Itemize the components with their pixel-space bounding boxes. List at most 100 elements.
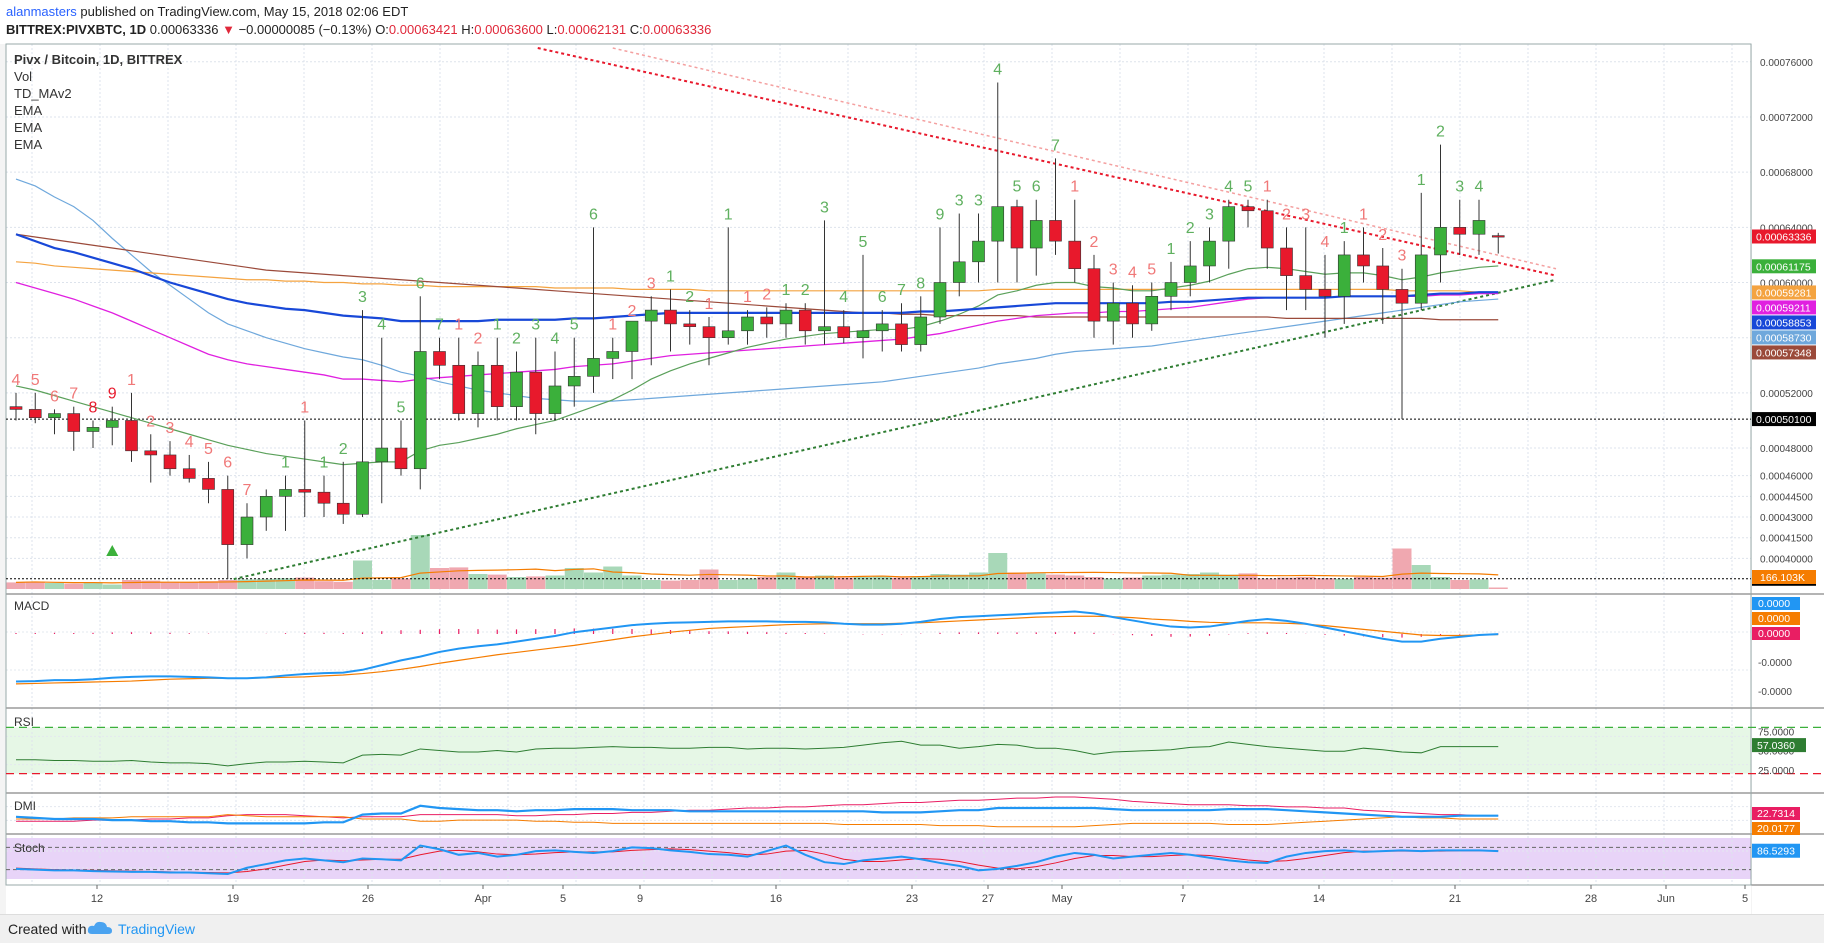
- rsi-tick-label: 75.0000: [1758, 727, 1795, 738]
- price-marker-label: 0.00058730: [1756, 332, 1812, 344]
- volume-bar: [757, 577, 777, 589]
- candle-body: [1280, 247, 1293, 276]
- candle-body: [625, 320, 639, 352]
- candle-body: [452, 364, 466, 414]
- ema-orange-line: [15, 261, 1499, 293]
- price-marker: [1752, 300, 1816, 315]
- price-change: −0.00000085 (−0.13%): [238, 22, 372, 37]
- dmi-label: DMI: [14, 799, 36, 813]
- td-count-label: 1: [608, 317, 617, 334]
- down-arrow-icon: ▼: [222, 22, 235, 37]
- volume-bar: [1123, 577, 1142, 589]
- candle-body: [105, 420, 119, 428]
- td-count-label: 2: [1282, 206, 1291, 223]
- published-text: published on TradingView.com, May 15, 20…: [76, 4, 409, 19]
- candle-body: [1049, 220, 1062, 242]
- td-count-label: 1: [724, 206, 733, 223]
- volume-bar: [930, 574, 950, 589]
- volume-bar: [969, 572, 988, 589]
- volume-bar: [1277, 577, 1296, 589]
- volume-bar: [410, 535, 430, 589]
- candle-body: [1299, 275, 1313, 290]
- td-count-label: 3: [955, 193, 964, 210]
- td-count-label: 4: [377, 317, 386, 334]
- volume-bar: [218, 580, 238, 589]
- buy-triangle-icon: [106, 545, 119, 556]
- price-tick-label: 0.00068000: [1760, 168, 1813, 179]
- td-count-label: 2: [685, 289, 694, 306]
- dmi-adx-line: [16, 796, 1499, 822]
- volume-bar: [122, 580, 141, 589]
- macd-value-label: 0.0000: [1758, 598, 1790, 610]
- volume-bar: [199, 581, 218, 589]
- price-marker-label: 0.00057348: [1756, 347, 1812, 359]
- candle-body: [683, 323, 697, 327]
- candle-body: [1106, 302, 1120, 322]
- volume-bar: [545, 575, 565, 589]
- candle-body: [279, 489, 292, 497]
- volume-bar: [872, 576, 892, 589]
- candle-body: [721, 330, 735, 338]
- tradingview-brand[interactable]: TradingView: [118, 921, 196, 937]
- td-count-label: 5: [859, 234, 868, 251]
- td-count-label: 2: [146, 413, 155, 430]
- candle-body: [1087, 268, 1101, 322]
- candle-body: [413, 351, 427, 470]
- td-count-label: 1: [127, 372, 136, 389]
- volume-bar: [526, 576, 546, 589]
- td-count-label: 3: [974, 193, 983, 210]
- td-count-label: 4: [993, 61, 1002, 78]
- price-marker-label: 0.00063336: [1756, 231, 1812, 243]
- volume-bar: [141, 580, 161, 589]
- rsi-label: RSI: [14, 715, 34, 729]
- td-count-label: 7: [435, 317, 444, 334]
- high-value: 0.00063600: [474, 22, 543, 37]
- volume-bar: [102, 584, 122, 589]
- ascending-trendline: [233, 278, 1557, 581]
- td-count-label: 4: [12, 372, 21, 389]
- time-tick-label: Jun: [1657, 893, 1675, 905]
- volume-bar: [1296, 577, 1316, 589]
- candle-body: [972, 240, 985, 263]
- volume-bar: [1257, 578, 1277, 589]
- volume-bar: [988, 553, 1008, 589]
- td-count-label: 8: [916, 275, 925, 292]
- rsi-value-marker: [1752, 738, 1806, 753]
- td-count-label: 6: [223, 455, 232, 472]
- candle-body: [606, 351, 620, 359]
- volume-bar: [1469, 579, 1489, 589]
- candle-body: [48, 413, 61, 419]
- high-label: H:: [461, 22, 475, 37]
- td-count-label: 2: [762, 286, 771, 303]
- td-count-label: 3: [1205, 206, 1214, 223]
- price-axis-background: [1752, 44, 1824, 914]
- td-count-label: 4: [1475, 179, 1484, 196]
- author-link[interactable]: alanmasters: [6, 4, 77, 19]
- candle-body: [991, 206, 1005, 242]
- volume-bar: [468, 574, 488, 589]
- close-label: C:: [629, 22, 643, 37]
- time-tick-label: May: [1052, 893, 1073, 905]
- td-count-label: 5: [1013, 179, 1022, 196]
- price-marker-label: 0.00059281: [1756, 287, 1812, 299]
- macd-value-marker: [1752, 627, 1800, 640]
- candle-body: [1434, 227, 1447, 256]
- candle-body: [856, 330, 870, 338]
- volume-bar: [1180, 574, 1200, 589]
- rsi-line: [16, 740, 1499, 767]
- td-count-label: 2: [512, 330, 521, 347]
- td-count-label: 6: [416, 275, 425, 292]
- td-count-label: 2: [474, 330, 483, 347]
- rsi-tick-label: 25.0000: [1758, 766, 1795, 777]
- td-count-label: 4: [1321, 234, 1330, 251]
- time-tick-label: 21: [1449, 893, 1461, 905]
- time-tick-label: 9: [637, 893, 643, 905]
- candle-body: [529, 371, 543, 414]
- td-count-label: 7: [243, 482, 252, 499]
- price-tick-label: 0.00064000: [1760, 223, 1813, 234]
- candle-body: [336, 502, 350, 515]
- volume-ma-line: [15, 568, 1499, 584]
- tradingview-cloud-icon: [87, 921, 112, 934]
- volume-bar: [1431, 577, 1450, 589]
